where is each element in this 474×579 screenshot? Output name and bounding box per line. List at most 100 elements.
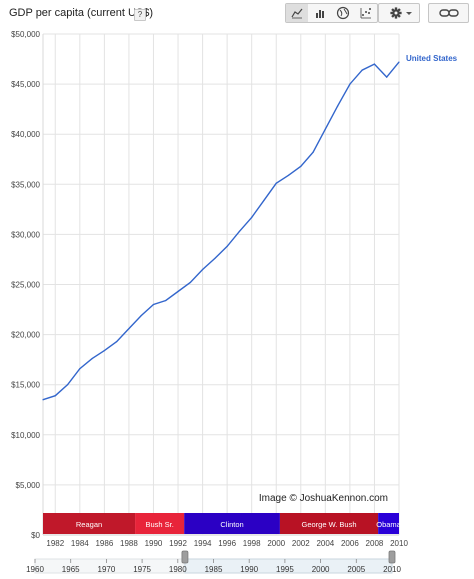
data-point xyxy=(116,341,118,343)
x-tick-label: 2010 xyxy=(390,539,408,548)
data-point xyxy=(214,257,216,260)
data-point xyxy=(152,303,155,306)
timeline-tick-label: 1980 xyxy=(169,565,187,574)
presidency-label: Reagan xyxy=(76,520,102,529)
data-point xyxy=(312,151,314,153)
data-point xyxy=(251,216,253,218)
data-point xyxy=(177,290,179,293)
scatter-chart-icon[interactable] xyxy=(355,4,377,22)
timeline-end-handle[interactable] xyxy=(388,550,396,564)
y-tick-label: $15,000 xyxy=(11,381,40,390)
link-icon xyxy=(438,4,460,22)
data-point xyxy=(238,230,241,232)
series-line-united-states xyxy=(42,61,400,401)
timeline-tick-label: 1965 xyxy=(62,565,80,574)
data-point xyxy=(140,314,142,317)
timeline-tick-label: 1970 xyxy=(98,565,116,574)
data-point xyxy=(337,105,339,107)
presidency-band xyxy=(378,513,399,534)
chart-series: United States xyxy=(42,54,458,401)
x-tick-label: 1990 xyxy=(145,539,163,548)
timeline-tick-label: 1960 xyxy=(26,565,44,574)
presidency-label: Bush Sr. xyxy=(145,520,173,529)
series-label-united-states[interactable]: United States xyxy=(406,54,458,63)
help-button[interactable]: ? xyxy=(134,9,146,21)
data-point xyxy=(91,358,93,360)
y-tick-label: $35,000 xyxy=(11,180,40,189)
data-point xyxy=(386,76,388,78)
bar-chart-icon[interactable] xyxy=(309,4,331,22)
x-tick-label: 2000 xyxy=(267,539,285,548)
view-type-switcher xyxy=(285,3,378,23)
presidency-band xyxy=(43,513,136,534)
data-point xyxy=(42,399,44,401)
settings-button[interactable] xyxy=(378,3,420,23)
data-point xyxy=(349,83,351,85)
data-point xyxy=(361,69,363,71)
data-point xyxy=(201,268,204,271)
presidency-label: George W. Bush xyxy=(302,520,357,529)
timeline-tick-label: 2010 xyxy=(383,565,401,574)
link-button[interactable] xyxy=(428,3,469,23)
data-point xyxy=(300,165,302,167)
x-tick-label: 2008 xyxy=(366,539,384,548)
data-point xyxy=(324,128,326,130)
data-point xyxy=(79,368,81,370)
data-point xyxy=(373,63,376,65)
y-tick-label: $0 xyxy=(31,531,40,540)
timeline-start-handle[interactable] xyxy=(181,550,189,564)
timeline-tick-label: 1985 xyxy=(205,565,223,574)
timeline-tick-label: 1990 xyxy=(240,565,258,574)
x-tick-label: 2006 xyxy=(341,539,359,548)
data-point xyxy=(287,174,290,176)
timeline-slider[interactable]: 1960 1965 1970 1975 1980 1985 1990 1995 2000 2005… xyxy=(26,550,401,574)
timeline-selected-window[interactable] xyxy=(184,558,393,574)
presidency-bands: Reagan Bush Sr. Clinton George W. Bush Obama xyxy=(43,513,402,534)
chevron-down-icon xyxy=(403,4,417,22)
timeline-tick-label: 1995 xyxy=(276,565,294,574)
line-chart-icon[interactable] xyxy=(286,4,308,22)
x-tick-label: 1984 xyxy=(71,539,89,548)
y-tick-label: $40,000 xyxy=(11,130,40,139)
data-point xyxy=(103,350,105,352)
x-tick-label: 1988 xyxy=(120,539,138,548)
y-axis: $0 $5,000 $10,000 $15,000 $20,000 $25,000 $30,… xyxy=(11,30,40,540)
y-tick-label: $45,000 xyxy=(11,80,40,89)
data-point xyxy=(128,327,130,330)
data-point xyxy=(275,182,277,184)
x-tick-label: 1982 xyxy=(46,539,64,548)
map-icon[interactable] xyxy=(332,4,354,22)
data-point xyxy=(66,384,69,386)
y-tick-label: $10,000 xyxy=(11,431,40,440)
timeline-tick-label: 1975 xyxy=(133,565,151,574)
presidency-band xyxy=(279,513,379,534)
y-tick-label: $50,000 xyxy=(11,30,40,39)
x-tick-label: 1994 xyxy=(194,539,212,548)
watermark-group: Image © JoshuaKennon.com xyxy=(259,493,388,504)
data-point xyxy=(398,61,400,63)
y-tick-label: $20,000 xyxy=(11,331,40,340)
x-tick-label: 2004 xyxy=(316,539,334,548)
data-point xyxy=(226,245,228,248)
x-tick-label: 1996 xyxy=(218,539,236,548)
presidency-band xyxy=(135,513,185,534)
y-tick-label: $30,000 xyxy=(11,230,40,239)
chart-gridlines xyxy=(42,33,400,536)
chart-title: GDP per capita (current US$) xyxy=(9,7,154,19)
presidency-label: Obama xyxy=(376,520,401,529)
y-tick-label: $5,000 xyxy=(16,481,41,490)
data-point xyxy=(263,199,265,201)
timeline-tick-label: 2000 xyxy=(312,565,330,574)
chart-toolbar: GDP per capita (current US$) ? xyxy=(0,0,474,30)
x-tick-label: 1998 xyxy=(243,539,261,548)
presidency-band xyxy=(184,513,280,534)
timeline-tick-label: 2005 xyxy=(347,565,365,574)
data-point xyxy=(189,281,191,284)
presidency-label: Clinton xyxy=(220,520,243,529)
data-point xyxy=(54,395,56,397)
x-axis: 1982 1984 1986 1988 1990 1992 1994 1996 1998 2000… xyxy=(46,539,408,548)
data-point xyxy=(165,299,167,302)
x-tick-label: 1992 xyxy=(169,539,187,548)
x-tick-label: 1986 xyxy=(95,539,113,548)
gear-icon xyxy=(386,4,408,22)
